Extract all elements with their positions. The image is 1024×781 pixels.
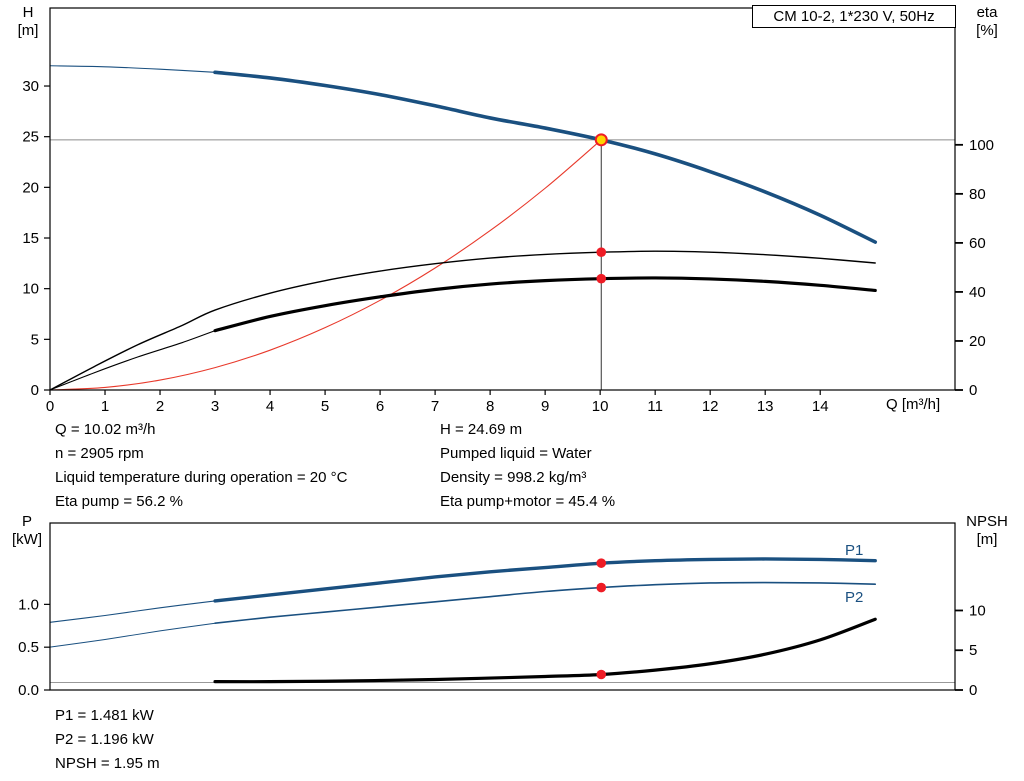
svg-text:10: 10 <box>22 281 39 298</box>
liquid-temperature-readout: Liquid temperature during operation = 20… <box>55 469 348 486</box>
eta-pump-readout: Eta pump = 56.2 % <box>55 493 183 510</box>
eta-axis-title-line2: [%] <box>976 22 998 39</box>
svg-text:10: 10 <box>969 602 986 619</box>
p1-readout: P1 = 1.481 kW <box>55 707 154 724</box>
p2-readout: P2 = 1.196 kW <box>55 731 154 748</box>
svg-text:40: 40 <box>969 284 986 301</box>
svg-text:6: 6 <box>376 398 384 415</box>
svg-text:5: 5 <box>321 398 329 415</box>
chart-title-box: CM 10-2, 1*230 V, 50Hz <box>752 5 956 28</box>
duty-readouts-left: Q = 10.02 m³/h n = 2905 rpm Liquid tempe… <box>55 418 347 514</box>
svg-text:0.0: 0.0 <box>18 682 39 699</box>
svg-text:1.0: 1.0 <box>18 596 39 613</box>
pumped-liquid-readout: Pumped liquid = Water <box>440 445 592 462</box>
npsh-readout: NPSH = 1.95 m <box>55 755 160 772</box>
svg-text:60: 60 <box>969 235 986 252</box>
svg-text:0: 0 <box>969 382 977 399</box>
power-readouts: P1 = 1.481 kW P2 = 1.196 kW NPSH = 1.95 … <box>55 704 160 776</box>
npsh-axis-title-line2: [m] <box>976 531 998 548</box>
svg-text:20: 20 <box>969 333 986 350</box>
svg-text:0.5: 0.5 <box>18 639 39 656</box>
eta-pump-motor-readout: Eta pump+motor = 45.4 % <box>440 493 616 510</box>
h-axis-title-line2: [m] <box>17 22 39 39</box>
svg-text:1: 1 <box>101 398 109 415</box>
svg-text:4: 4 <box>266 398 274 415</box>
svg-text:5: 5 <box>969 642 977 659</box>
svg-text:5: 5 <box>31 331 39 348</box>
svg-text:15: 15 <box>22 230 39 247</box>
svg-text:14: 14 <box>812 398 829 415</box>
svg-text:9: 9 <box>541 398 549 415</box>
h-axis-title: H [m] <box>6 4 50 40</box>
svg-text:8: 8 <box>486 398 494 415</box>
eta-axis-title-line1: eta <box>976 4 998 21</box>
p2-curve-label: P2 <box>845 589 864 606</box>
eta-axis-title: eta [%] <box>958 4 1016 40</box>
svg-text:0: 0 <box>969 682 977 699</box>
svg-text:10: 10 <box>592 398 609 415</box>
head-readout: H = 24.69 m <box>440 421 523 438</box>
svg-text:11: 11 <box>647 398 663 415</box>
svg-text:25: 25 <box>22 129 39 146</box>
svg-text:30: 30 <box>22 78 39 95</box>
svg-text:7: 7 <box>431 398 439 415</box>
svg-text:3: 3 <box>211 398 219 415</box>
npsh-axis-title-line1: NPSH <box>966 513 1008 530</box>
p-axis-title-line1: P <box>21 513 32 530</box>
svg-text:100: 100 <box>969 137 994 154</box>
svg-text:0: 0 <box>31 382 39 399</box>
p-axis-title-line2: [kW] <box>12 531 42 548</box>
duty-readouts-right: H = 24.69 m Pumped liquid = Water Densit… <box>440 418 615 514</box>
q-readout: Q = 10.02 m³/h <box>55 421 156 438</box>
npsh-axis-title: NPSH [m] <box>956 513 1018 549</box>
svg-text:12: 12 <box>702 398 719 415</box>
density-readout: Density = 998.2 kg/m³ <box>440 469 587 486</box>
p1-curve-label: P1 <box>845 542 864 559</box>
svg-text:80: 80 <box>969 186 986 203</box>
h-axis-title-line1: H <box>22 4 34 21</box>
svg-text:13: 13 <box>757 398 774 415</box>
svg-text:20: 20 <box>22 179 39 196</box>
svg-text:2: 2 <box>156 398 164 415</box>
svg-text:0: 0 <box>46 398 54 415</box>
q-axis-title: Q [m³/h] <box>886 396 941 413</box>
speed-readout: n = 2905 rpm <box>55 445 144 462</box>
p-axis-title: P [kW] <box>4 513 50 549</box>
